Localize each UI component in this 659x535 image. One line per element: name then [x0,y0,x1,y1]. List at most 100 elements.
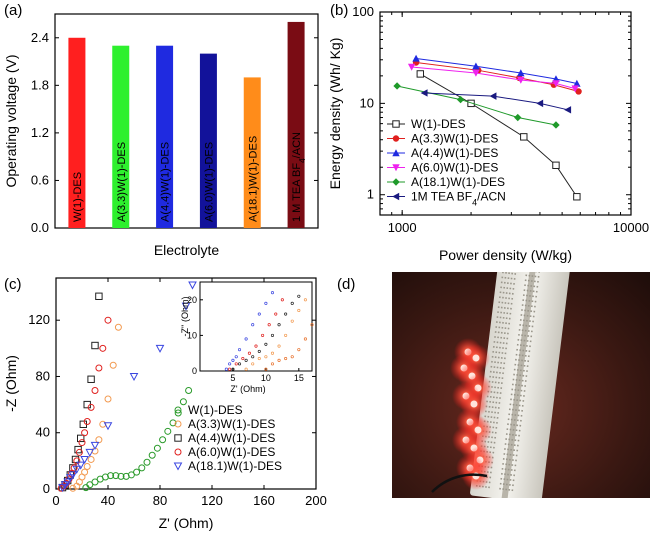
breadboard-hole [512,459,514,461]
breadboard-hole [510,393,513,396]
y-tick-label: 80 [36,368,50,383]
data-point [129,372,139,382]
breadboard-hole [518,434,520,437]
data-point [552,121,560,129]
breadboard-hole [512,484,514,487]
breadboard-hole [529,340,532,343]
breadboard-hole [503,281,506,284]
legend-marker [174,448,182,456]
inset-data-point [261,333,265,337]
inset-data-point [257,349,261,353]
breadboard-hole [516,343,519,346]
breadboard-hole [510,307,512,310]
inset-data-point [290,355,294,359]
breadboard-hole [527,330,530,332]
breadboard-hole [535,290,538,293]
legend-marker [392,178,400,186]
breadboard-hole [502,488,505,490]
y-tick-label: 0 [43,481,50,496]
legend-label: W(1)-DES [411,117,466,131]
data-point [552,80,560,88]
inset-data-point [297,294,301,298]
breadboard-hole [492,345,495,348]
breadboard-hole [499,346,501,349]
breadboard-hole [504,302,507,304]
breadboard-hole [502,291,505,294]
inset-data-point [267,323,271,327]
legend-label: A(3.3)W(1)-DES [411,132,498,146]
breadboard-hole [510,469,513,471]
data-point [90,441,100,450]
inset-data-point [284,356,288,361]
breadboard-hole [527,304,530,307]
breadboard-hole [500,387,503,389]
data-point [159,436,167,444]
breadboard-hole [510,448,512,451]
breadboard-hole [508,458,511,461]
y-tick-label: 1.2 [31,125,49,140]
x-tick-label: 40 [101,493,115,508]
breadboard-hole [497,361,500,364]
bar [112,45,130,228]
breadboard-hole [497,336,499,339]
plot-frame [379,11,632,216]
bar-label: A(4.4)W(1)-DES [160,142,172,222]
breadboard-hole [495,351,498,354]
breadboard-hole [523,364,526,367]
data-point [70,464,78,472]
legend-marker [392,164,400,172]
breadboard-hole [497,407,500,409]
data-point [95,292,103,300]
breadboard-hole [532,290,535,293]
data-point [81,429,89,437]
breadboard-hole [500,281,503,284]
breadboard-hole [507,423,509,426]
x-axis-label: Z' (Ohm) [159,515,214,531]
data-point [63,478,73,487]
breadboard-hole [499,366,502,369]
breadboard-hole [501,352,504,354]
legend-marker [173,462,183,471]
inset-data-point [231,367,235,371]
data-point [86,481,94,489]
plot-frame [54,13,319,229]
inset-frame [199,281,313,372]
inset-data-point [251,362,255,366]
breadboard-hole [492,451,495,454]
breadboard-hole [500,336,503,339]
breadboard-hole [505,317,508,320]
inset-data-point [297,308,301,313]
breadboard-hole [533,285,536,288]
breadboard-hole [528,350,531,353]
breadboard-hole [489,395,492,398]
breadboard-hole [487,441,490,443]
data-point [472,62,480,70]
breadboard-hole [489,446,492,449]
inset-y-tick-label: 10 [187,330,197,340]
breadboard-hole [501,276,504,279]
breadboard-hole [521,409,524,412]
breadboard-hole [526,319,528,322]
breadboard-hole [503,478,506,481]
y-tick-label: 100 [352,4,374,19]
breadboard-hole [512,378,515,381]
breadboard-hole [515,358,517,361]
breadboard-hole [494,361,496,364]
breadboard-hole [537,275,540,278]
breadboard-hole [499,397,501,399]
breadboard-hole [524,304,527,307]
breadboard-hole [513,398,515,401]
breadboard-hole [526,289,529,292]
data-point [573,193,581,201]
breadboard-hole [505,433,508,436]
breadboard-hole [514,388,517,391]
breadboard-hole [522,349,525,352]
inset-data-point [284,333,288,337]
breadboard-hole [530,310,533,313]
breadboard-hole [502,372,504,375]
legend-marker [174,434,182,442]
bar [287,21,305,228]
inset-data-point [277,323,281,327]
data-point [83,462,91,470]
breadboard-hole [508,322,511,325]
